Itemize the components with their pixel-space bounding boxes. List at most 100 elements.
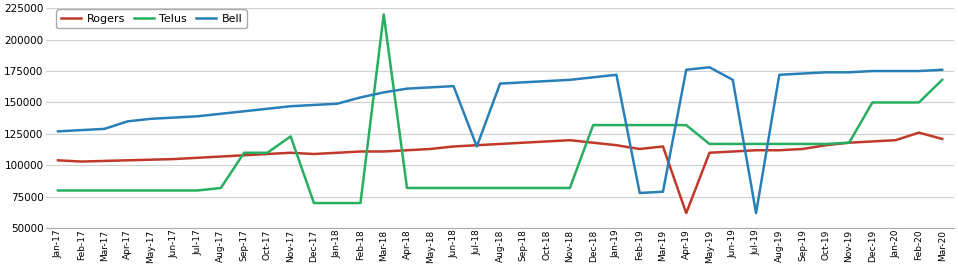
Telus — [820, 142, 832, 146]
Rogers — [285, 151, 296, 154]
Rogers — [76, 160, 87, 163]
Telus — [610, 124, 622, 127]
Telus — [99, 189, 110, 192]
Bell — [192, 115, 203, 118]
Bell — [122, 120, 133, 123]
Rogers — [401, 149, 413, 152]
Line: Bell: Bell — [57, 67, 943, 213]
Bell — [447, 85, 459, 88]
Telus — [52, 189, 63, 192]
Bell — [378, 91, 390, 94]
Bell — [285, 105, 296, 108]
Telus — [285, 135, 296, 138]
Bell — [99, 127, 110, 131]
Rogers — [937, 137, 948, 140]
Telus — [378, 13, 390, 16]
Telus — [262, 151, 273, 154]
Telus — [424, 186, 436, 190]
Telus — [680, 124, 692, 127]
Telus — [122, 189, 133, 192]
Rogers — [797, 147, 809, 151]
Rogers — [610, 144, 622, 147]
Bell — [937, 68, 948, 71]
Bell — [750, 211, 762, 215]
Telus — [76, 189, 87, 192]
Line: Rogers: Rogers — [57, 133, 943, 213]
Telus — [913, 101, 924, 104]
Bell — [680, 68, 692, 71]
Telus — [192, 189, 203, 192]
Bell — [52, 130, 63, 133]
Telus — [331, 201, 343, 205]
Rogers — [308, 152, 320, 156]
Bell — [471, 145, 483, 148]
Rogers — [331, 151, 343, 154]
Rogers — [517, 141, 529, 144]
Bell — [76, 128, 87, 132]
Rogers — [192, 156, 203, 159]
Bell — [657, 190, 669, 193]
Bell — [146, 117, 157, 120]
Bell — [843, 71, 855, 74]
Line: Telus: Telus — [57, 14, 943, 203]
Bell — [354, 96, 366, 99]
Bell — [634, 191, 646, 195]
Rogers — [727, 150, 739, 153]
Legend: Rogers, Telus, Bell: Rogers, Telus, Bell — [57, 9, 246, 28]
Rogers — [262, 152, 273, 156]
Bell — [494, 82, 506, 85]
Telus — [216, 186, 227, 190]
Bell — [913, 69, 924, 73]
Bell — [704, 66, 716, 69]
Rogers — [890, 139, 901, 142]
Rogers — [634, 147, 646, 151]
Telus — [727, 142, 739, 146]
Telus — [354, 201, 366, 205]
Telus — [308, 201, 320, 205]
Bell — [820, 71, 832, 74]
Rogers — [169, 158, 180, 161]
Rogers — [239, 154, 250, 157]
Bell — [587, 76, 599, 79]
Bell — [867, 69, 878, 73]
Telus — [517, 186, 529, 190]
Telus — [564, 186, 576, 190]
Telus — [843, 141, 855, 144]
Rogers — [354, 150, 366, 153]
Bell — [797, 72, 809, 75]
Rogers — [99, 159, 110, 163]
Telus — [587, 124, 599, 127]
Bell — [541, 80, 553, 83]
Bell — [308, 103, 320, 107]
Telus — [401, 186, 413, 190]
Rogers — [146, 158, 157, 161]
Telus — [657, 124, 669, 127]
Rogers — [471, 144, 483, 147]
Rogers — [494, 142, 506, 146]
Bell — [424, 86, 436, 89]
Bell — [331, 102, 343, 105]
Rogers — [122, 159, 133, 162]
Telus — [750, 142, 762, 146]
Rogers — [216, 155, 227, 158]
Rogers — [820, 144, 832, 147]
Rogers — [750, 149, 762, 152]
Bell — [239, 110, 250, 113]
Rogers — [704, 151, 716, 154]
Rogers — [541, 140, 553, 143]
Telus — [867, 101, 878, 104]
Rogers — [913, 131, 924, 134]
Rogers — [564, 139, 576, 142]
Rogers — [378, 150, 390, 153]
Telus — [937, 78, 948, 81]
Telus — [169, 189, 180, 192]
Rogers — [773, 149, 785, 152]
Rogers — [657, 145, 669, 148]
Telus — [494, 186, 506, 190]
Bell — [727, 78, 739, 81]
Telus — [797, 142, 809, 146]
Telus — [146, 189, 157, 192]
Bell — [610, 73, 622, 76]
Rogers — [867, 140, 878, 143]
Rogers — [424, 147, 436, 151]
